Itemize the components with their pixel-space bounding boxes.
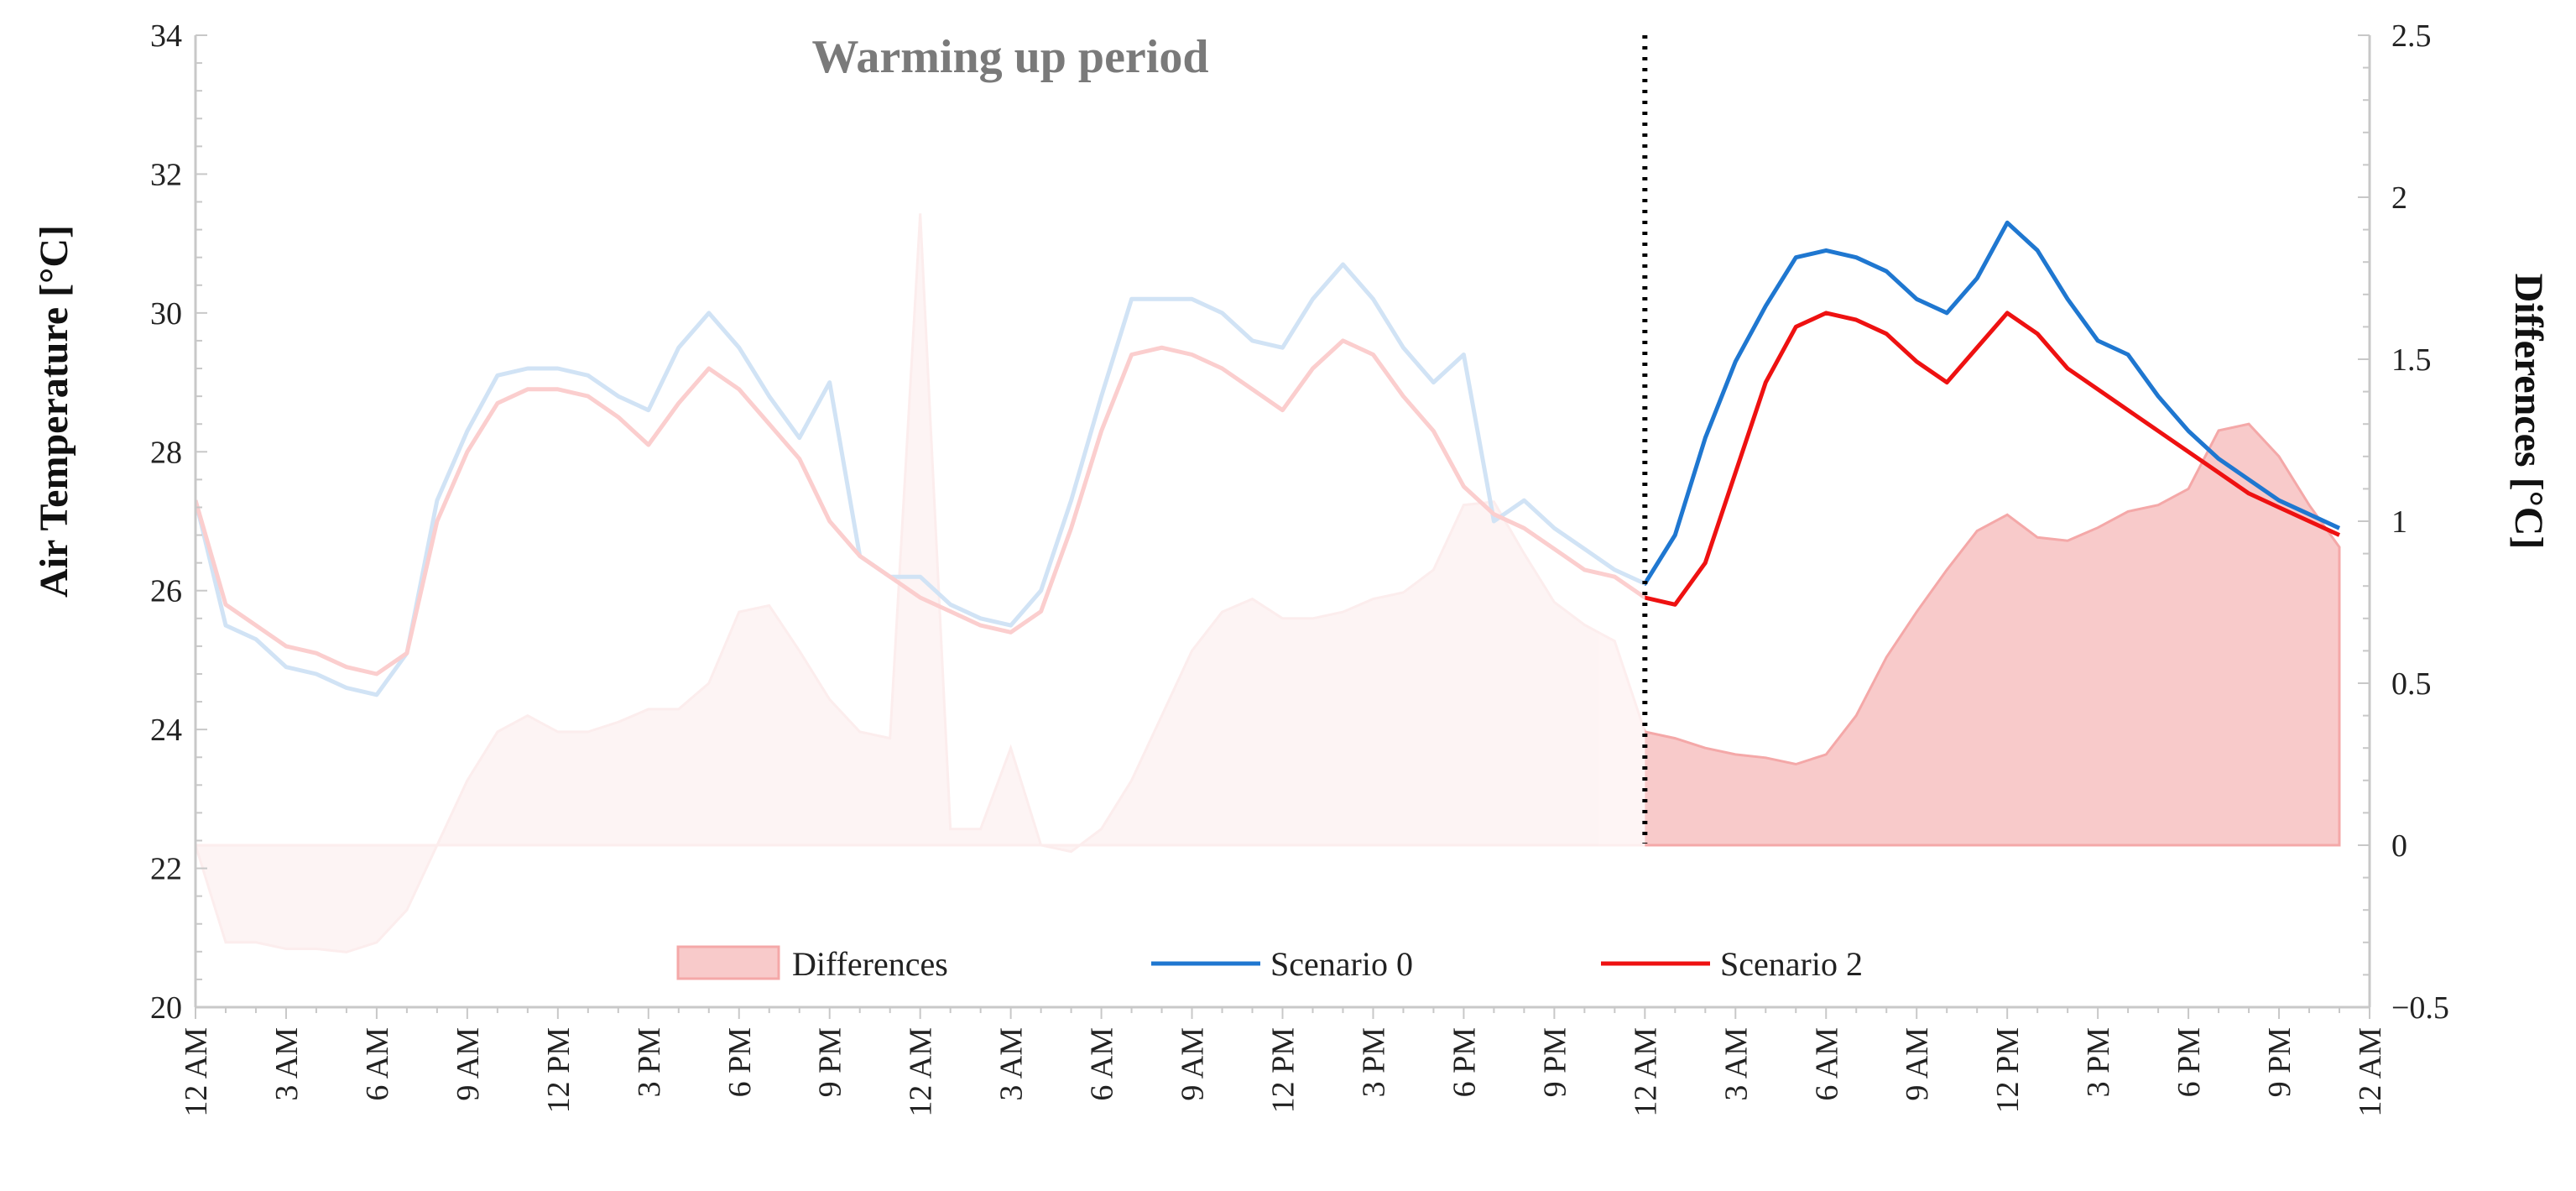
warmup-period-layer bbox=[196, 213, 1645, 953]
left-tick-label: 34 bbox=[150, 18, 182, 54]
x-tick-label: 3 PM bbox=[2081, 1027, 2116, 1097]
x-tick-label: 12 AM bbox=[2353, 1027, 2388, 1117]
x-tick-label: 3 PM bbox=[632, 1027, 667, 1097]
x-tick-label: 3 PM bbox=[1357, 1027, 1392, 1097]
x-tick-label: 9 AM bbox=[1176, 1027, 1211, 1101]
differences-area-warmup bbox=[196, 213, 1645, 953]
x-tick-label: 12 PM bbox=[1266, 1027, 1301, 1113]
legend-scenario-2-label: Scenario 2 bbox=[1720, 945, 1863, 983]
left-tick-label: 20 bbox=[150, 990, 182, 1026]
legend: Differences Scenario 0 Scenario 2 bbox=[676, 945, 1863, 983]
left-tick-label: 32 bbox=[150, 157, 182, 192]
left-axis-title: Air Temperature [°C] bbox=[32, 225, 76, 598]
x-tick-label: 12 AM bbox=[904, 1027, 939, 1117]
x-ticks: 12 AM 3 AM 6 AM 9 AM 12 PM 3 PM 6 PM 9 PM 12 AM 3… bbox=[179, 1007, 2388, 1117]
x-tick-label: 12 PM bbox=[1990, 1027, 2026, 1113]
right-axis-title: Differences [°C] bbox=[2506, 274, 2551, 550]
x-tick-label: 6 PM bbox=[2172, 1027, 2207, 1097]
x-tick-label: 12 AM bbox=[1628, 1027, 1663, 1117]
legend-differences-swatch bbox=[676, 945, 780, 980]
left-tick-label: 24 bbox=[150, 713, 182, 748]
x-tick-label: 3 AM bbox=[1718, 1027, 1754, 1101]
x-tick-label: 3 AM bbox=[269, 1027, 305, 1101]
x-tick-label: 9 PM bbox=[1537, 1027, 1572, 1097]
legend-differences-label: Differences bbox=[792, 945, 948, 983]
x-tick-label: 3 AM bbox=[994, 1027, 1030, 1101]
right-tick-label: 0.5 bbox=[2391, 666, 2432, 702]
right-tick-label: 1 bbox=[2391, 504, 2407, 540]
x-tick-label: 9 AM bbox=[451, 1027, 486, 1101]
scenario-2-line-warmup bbox=[196, 338, 1645, 676]
x-tick-label: 6 PM bbox=[1447, 1027, 1482, 1097]
right-y-ticks: −0.5 0 0.5 1 1.5 2 2.5 bbox=[2358, 18, 2449, 1026]
right-tick-label: 1.5 bbox=[2391, 342, 2432, 378]
x-tick-label: 6 AM bbox=[1085, 1027, 1120, 1101]
right-tick-label: 0 bbox=[2391, 828, 2407, 864]
x-tick-label: 9 AM bbox=[1900, 1027, 1935, 1101]
x-tick-label: 6 PM bbox=[722, 1027, 758, 1097]
scenario-2-line bbox=[1645, 311, 2341, 607]
right-tick-label: 2 bbox=[2391, 180, 2407, 216]
left-tick-label: 30 bbox=[150, 296, 182, 332]
left-tick-label: 28 bbox=[150, 435, 182, 470]
x-tick-label: 6 AM bbox=[360, 1027, 395, 1101]
right-tick-label: −0.5 bbox=[2391, 990, 2449, 1026]
right-tick-label: 2.5 bbox=[2391, 18, 2432, 54]
x-tick-label: 9 PM bbox=[813, 1027, 848, 1097]
legend-scenario-0-label: Scenario 0 bbox=[1270, 945, 1413, 983]
warmup-period-annotation: Warming up period bbox=[812, 31, 1209, 83]
left-tick-label: 22 bbox=[150, 852, 182, 887]
x-tick-label: 9 PM bbox=[2262, 1027, 2297, 1097]
x-tick-label: 6 AM bbox=[1809, 1027, 1844, 1101]
x-tick-label: 12 AM bbox=[179, 1027, 214, 1117]
differences-area bbox=[1645, 422, 2341, 847]
scenario-0-line-warmup bbox=[196, 262, 1645, 697]
scenario-0-line bbox=[1645, 220, 2341, 586]
left-tick-label: 26 bbox=[150, 574, 182, 609]
x-tick-label: 12 PM bbox=[541, 1027, 576, 1113]
left-y-ticks: 20 22 24 26 28 30 32 34 bbox=[150, 18, 207, 1026]
main-period-layer bbox=[1645, 220, 2341, 847]
